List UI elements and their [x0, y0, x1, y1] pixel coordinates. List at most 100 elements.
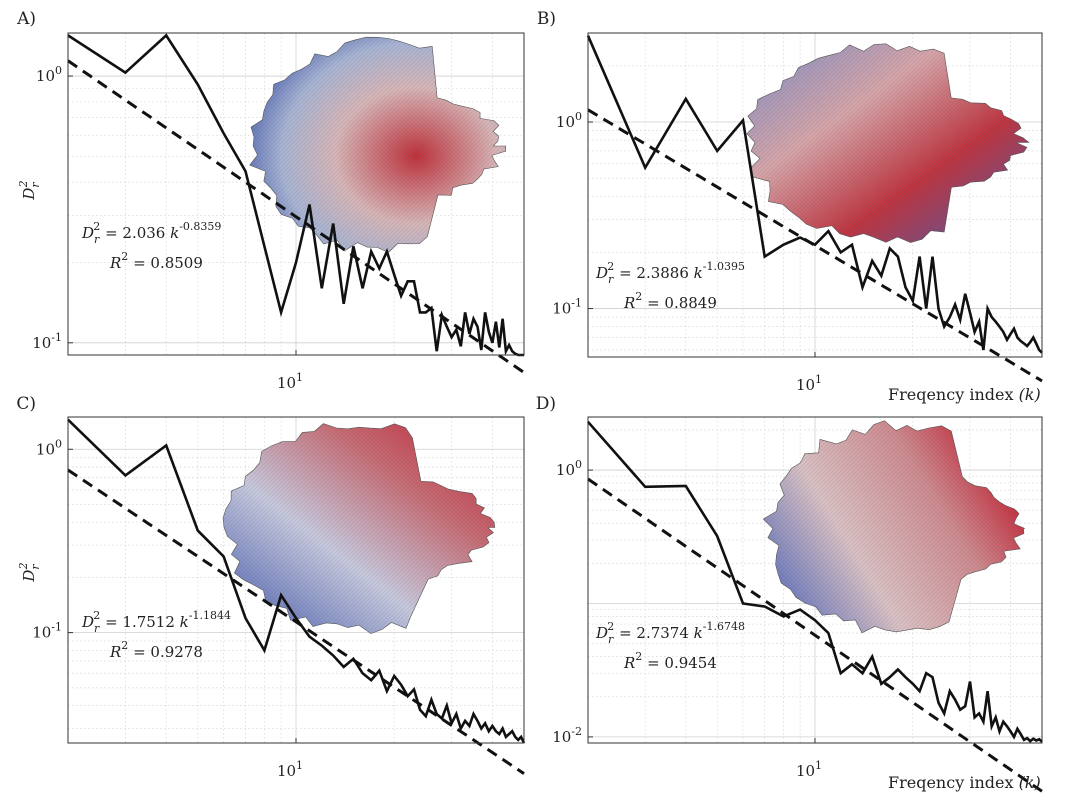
x-tick-base: 10 [277, 374, 296, 392]
eq-var: k [694, 624, 703, 642]
y-label-sup: 2 [17, 562, 30, 570]
eq-sub: r [94, 233, 100, 246]
y-tick-exp: 0 [55, 64, 62, 77]
eq-lhs: D [81, 613, 94, 631]
x-tick-label: 101 [277, 759, 303, 780]
r2-sup: 2 [121, 639, 128, 652]
r-squared: R2 = 0.9278 [109, 639, 203, 661]
y-axis-label: Dr2 [17, 180, 42, 200]
x-label-var: (k) [1019, 385, 1041, 404]
x-tick-label: 101 [277, 371, 303, 392]
y-tick-label: 100 [556, 110, 582, 131]
eq-coef: = 2.3886 [614, 264, 693, 282]
y-tick-base: 10 [32, 334, 51, 352]
fit-line [67, 59, 525, 374]
surface-mesh [763, 420, 1025, 633]
y-label-main: D [20, 188, 38, 201]
data-line [587, 420, 1043, 743]
panel-label: D) [536, 394, 556, 414]
x-tick-exp: 1 [296, 759, 303, 772]
eq-coef: = 1.7512 [100, 613, 179, 631]
data-line [67, 418, 526, 744]
y-tick-exp: 0 [55, 437, 62, 450]
y-tick-base: 10 [32, 624, 51, 642]
r2-value: = 0.9278 [128, 643, 203, 661]
eq-sup: 2 [607, 260, 614, 273]
fit-equation: Dr2 = 2.036 k-0.8359 [81, 220, 221, 246]
y-tick-base: 10 [556, 461, 575, 479]
eq-coef: = 2.7374 [614, 624, 693, 642]
y-tick-exp: -1 [571, 297, 582, 310]
eq-sub: r [608, 633, 614, 646]
x-tick-base: 10 [796, 376, 815, 394]
r2-sup: 2 [121, 250, 128, 263]
r-squared: R2 = 0.9454 [623, 650, 717, 672]
y-label-main: D [20, 570, 38, 583]
surface-inset [746, 43, 1030, 243]
r2-value: = 0.8849 [642, 294, 717, 312]
y-axis-label: Dr2 [17, 562, 42, 582]
eq-exp: -1.6748 [703, 620, 745, 633]
eq-var: k [694, 264, 703, 282]
y-tick-exp: -1 [51, 621, 62, 634]
eq-sub: r [608, 273, 614, 286]
fit-equation: Dr2 = 1.7512 k-1.1844 [81, 609, 231, 635]
r-squared: R2 = 0.8849 [623, 290, 717, 312]
y-tick-base: 10 [552, 300, 571, 318]
y-tick-label: 100 [36, 437, 62, 458]
surface-inset [222, 423, 496, 634]
x-label-var: (k) [1019, 773, 1041, 792]
eq-lhs: D [81, 224, 94, 242]
x-tick-label: 101 [796, 759, 822, 780]
eq-sup: 2 [93, 609, 100, 622]
x-tick-exp: 1 [815, 759, 822, 772]
r-squared: R2 = 0.8509 [109, 250, 203, 272]
eq-sup: 2 [93, 220, 100, 233]
y-tick-exp: 0 [575, 110, 582, 123]
surface-mesh [249, 37, 506, 253]
x-tick-exp: 1 [815, 373, 822, 386]
eq-var: k [180, 613, 189, 631]
fit-line [587, 477, 1043, 793]
eq-lhs: D [595, 264, 608, 282]
eq-exp: -1.0395 [703, 260, 745, 273]
y-tick-label: 10-2 [552, 725, 582, 746]
y-tick-base: 10 [552, 728, 571, 746]
r2-label: R [623, 654, 635, 672]
x-tick-exp: 1 [296, 371, 303, 384]
x-label-text: Freqency index [888, 773, 1019, 792]
eq-lhs: D [595, 624, 608, 642]
eq-var: k [170, 224, 179, 242]
y-tick-label: 100 [556, 458, 582, 479]
fit-line [67, 468, 525, 775]
y-tick-exp: 0 [575, 458, 582, 471]
panel-label: A) [16, 9, 36, 29]
fit-equation: Dr2 = 2.3886 k-1.0395 [595, 260, 745, 286]
y-tick-base: 10 [36, 67, 55, 85]
y-tick-exp: -1 [51, 331, 62, 344]
y-label-sub: r [29, 182, 42, 188]
y-tick-label: 100 [36, 64, 62, 85]
eq-sup: 2 [607, 620, 614, 633]
r2-sup: 2 [635, 290, 642, 303]
eq-sub: r [94, 622, 100, 635]
fit-equation: Dr2 = 2.7374 k-1.6748 [595, 620, 745, 646]
x-label-text: Freqency index [888, 385, 1019, 404]
y-label-sub: r [29, 564, 42, 570]
surface-mesh [746, 43, 1029, 243]
y-tick-label: 10-1 [32, 621, 62, 642]
panel-label: C) [16, 394, 36, 414]
eq-coef: = 2.036 [100, 224, 170, 242]
y-tick-label: 10-1 [552, 297, 582, 318]
y-label-sup: 2 [17, 180, 30, 188]
data-line [586, 35, 1043, 354]
r2-sup: 2 [635, 650, 642, 663]
x-axis-label: Freqency index (k) [888, 385, 1041, 404]
r2-label: R [109, 643, 121, 661]
r2-label: R [623, 294, 635, 312]
y-tick-label: 10-1 [32, 331, 62, 352]
